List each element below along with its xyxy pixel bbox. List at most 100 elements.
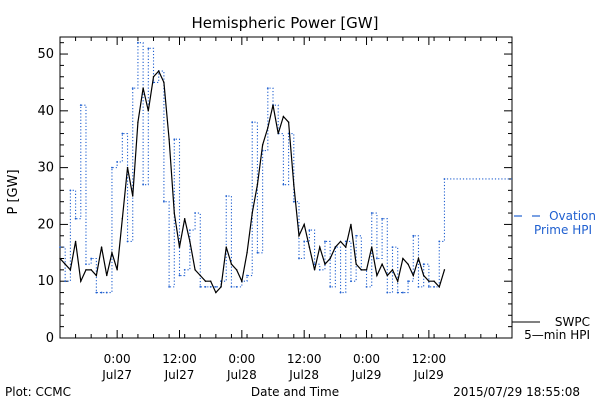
ovation-data-point: [147, 47, 150, 50]
ovation-data-point: [396, 291, 399, 294]
ovation-data-point: [142, 183, 145, 186]
swpc-data-point: [220, 286, 222, 288]
ovation-data-point: [235, 285, 238, 288]
ovation-data-point: [417, 285, 420, 288]
swpc-data-point: [355, 263, 357, 265]
chart-title: Hemispheric Power [GW]: [192, 14, 379, 32]
swpc-data-point: [272, 104, 274, 106]
swpc-data-point: [209, 280, 212, 282]
swpc-data-point: [293, 183, 295, 186]
swpc-data-point: [142, 87, 144, 89]
swpc-data-point: [407, 263, 409, 265]
x-tick-label-time: 0:00: [104, 352, 131, 366]
swpc-data-point: [225, 246, 227, 248]
ovation-data-point: [433, 285, 435, 288]
swpc-data-point: [334, 246, 337, 248]
ovation-data-point: [370, 212, 373, 214]
legend-swpc-label: 5—min HPI: [524, 328, 590, 342]
x-tick-label-date: Jul27: [164, 368, 195, 382]
y-tick-label: 0: [46, 331, 54, 346]
ovation-data-point: [59, 246, 61, 249]
ovation-data-point: [163, 200, 165, 203]
swpc-data-point: [183, 218, 186, 220]
ovation-data-point: [121, 132, 124, 135]
swpc-data-point: [64, 263, 66, 265]
ovation-data-point: [194, 212, 196, 214]
swpc-data-point: [267, 127, 269, 129]
ovation-data-point: [168, 285, 171, 288]
ovation-data-point: [427, 285, 430, 288]
ovation-data-point: [344, 240, 347, 243]
x-tick-label-date: Jul28: [288, 368, 319, 382]
swpc-data-point: [350, 223, 352, 226]
swpc-data-point: [85, 269, 87, 271]
swpc-data-point: [402, 257, 404, 260]
ovation-data-point: [204, 285, 207, 288]
ovation-data-point: [246, 274, 248, 277]
ovation-data-point: [282, 183, 285, 186]
footer-plot-credit: Plot: CCMC: [5, 385, 71, 399]
ovation-data-point: [292, 200, 295, 203]
ovation-data-point: [438, 240, 441, 243]
ovation-data-point: [178, 274, 181, 277]
swpc-data-point: [345, 246, 347, 248]
swpc-data-point: [365, 269, 368, 271]
swpc-data-point: [329, 257, 331, 260]
ovation-data-point: [350, 280, 352, 283]
swpc-data-point: [298, 235, 300, 237]
swpc-data-point: [360, 269, 363, 271]
swpc-data-point: [428, 280, 430, 282]
swpc-data-point: [417, 257, 420, 260]
ovation-data-point: [412, 234, 415, 237]
ovation-data-point: [64, 280, 67, 283]
swpc-data-point: [204, 280, 207, 282]
ovation-data-point: [111, 166, 113, 169]
ovation-data-point: [324, 240, 326, 243]
swpc-data-point: [100, 246, 103, 248]
x-tick-label-date: Jul29: [351, 368, 382, 382]
swpc-data-point: [189, 240, 191, 243]
ovation-data-point: [74, 217, 77, 220]
ovation-data-point: [407, 280, 409, 283]
ovation-data-point: [391, 246, 394, 249]
ovation-data-point: [355, 234, 358, 237]
ovation-data-point: [251, 121, 254, 124]
swpc-data-point: [308, 246, 311, 248]
ovation-data-point: [105, 291, 108, 294]
ovation-data-point: [339, 291, 342, 294]
x-tick-label-time: 0:00: [228, 352, 255, 366]
ovation-data-point: [313, 263, 316, 266]
swpc-data-point: [126, 166, 129, 169]
swpc-data-point: [241, 280, 243, 282]
swpc-data-point: [106, 274, 108, 277]
ovation-data-point: [173, 138, 176, 141]
swpc-data-point: [438, 286, 440, 288]
swpc-data-point: [339, 240, 342, 243]
swpc-data-point: [422, 274, 425, 277]
ovation-data-point: [422, 263, 425, 266]
swpc-data-point: [412, 274, 414, 277]
swpc-data-point: [313, 269, 316, 271]
ovation-data-point: [131, 87, 134, 90]
swpc-data-point: [386, 274, 389, 277]
swpc-data-point: [168, 138, 170, 140]
ovation-data-point: [90, 257, 93, 260]
swpc-data-point: [137, 121, 139, 123]
ovation-data-point: [214, 285, 217, 288]
y-tick-label: 40: [37, 104, 54, 119]
ovation-data-point: [126, 240, 129, 243]
ovation-data-point: [443, 178, 446, 180]
y-axis: 0 10 20 30 40 50: [37, 42, 512, 346]
ovation-data-point: [199, 285, 202, 288]
swpc-data-point: [433, 280, 435, 282]
x-tick-label-date: Jul29: [413, 368, 444, 382]
swpc-data-point: [116, 269, 118, 271]
ovation-data-point: [329, 285, 332, 288]
swpc-data-point: [371, 246, 373, 248]
swpc-data-point: [90, 269, 92, 271]
plot-frame: [59, 36, 513, 339]
series-group: [59, 41, 512, 294]
ovation-data-point: [209, 285, 212, 288]
